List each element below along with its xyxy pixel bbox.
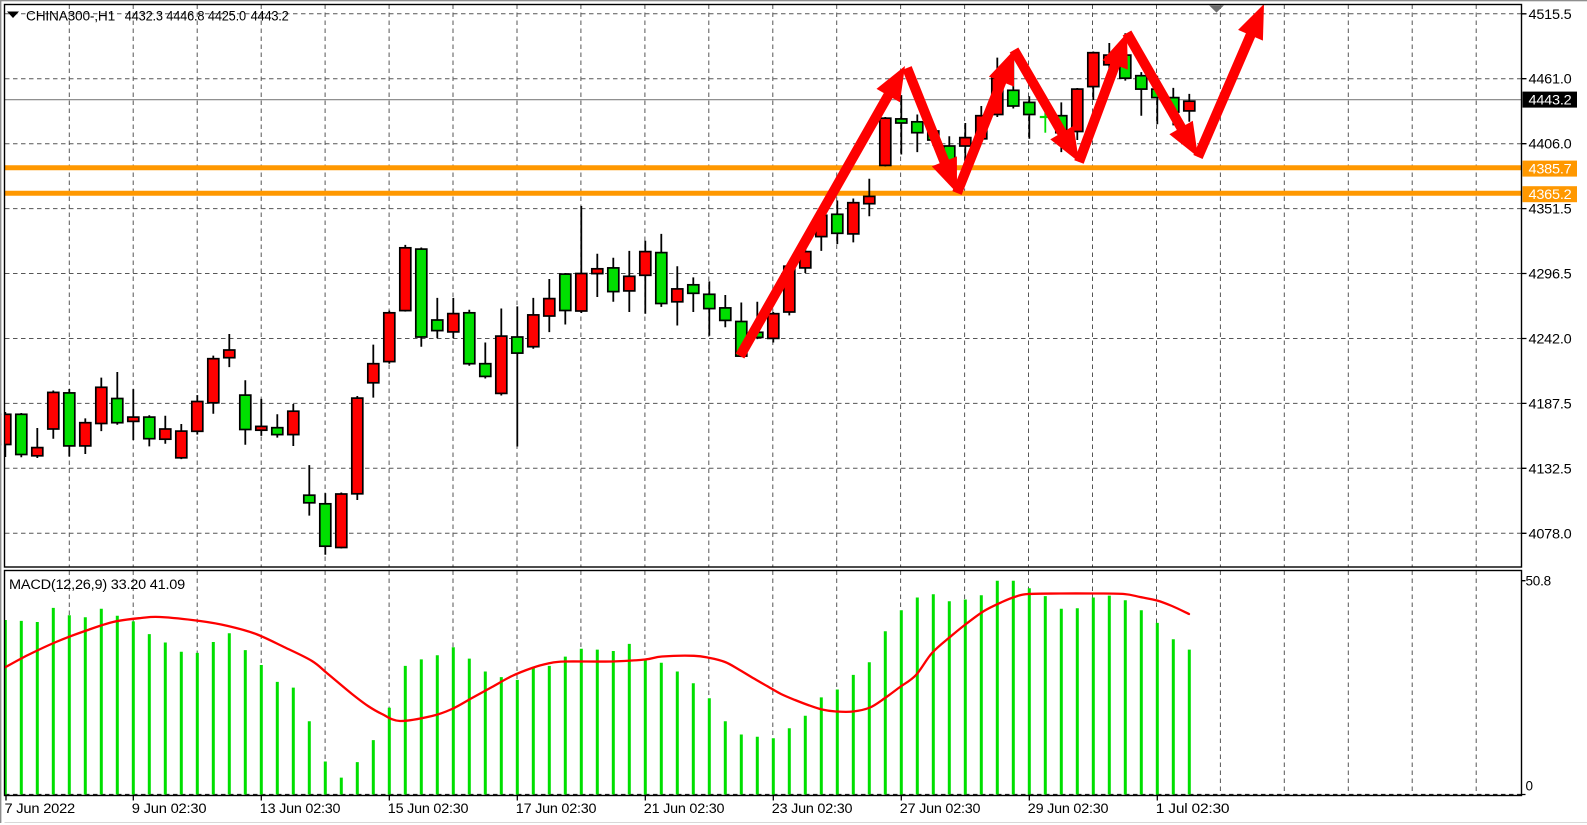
svg-text:4443.2: 4443.2	[251, 9, 289, 24]
svg-text:4515.5: 4515.5	[1529, 7, 1572, 22]
svg-text:CHINA300-,H1: CHINA300-,H1	[26, 9, 115, 24]
svg-text:4187.5: 4187.5	[1529, 396, 1572, 411]
svg-text:13 Jun 02:30: 13 Jun 02:30	[260, 801, 341, 816]
svg-text:7 Jun 2022: 7 Jun 2022	[5, 801, 76, 816]
svg-text:MACD(12,26,9) 33.20 41.09: MACD(12,26,9) 33.20 41.09	[9, 577, 185, 592]
svg-text:4132.5: 4132.5	[1529, 461, 1572, 476]
svg-text:4385.7: 4385.7	[1529, 161, 1572, 176]
svg-text:4242.0: 4242.0	[1529, 332, 1572, 347]
svg-text:9 Jun 02:30: 9 Jun 02:30	[132, 801, 207, 816]
svg-text:4425.0: 4425.0	[208, 9, 246, 24]
svg-text:23 Jun 02:30: 23 Jun 02:30	[772, 801, 853, 816]
svg-text:4446.8: 4446.8	[166, 9, 204, 24]
svg-text:50.8: 50.8	[1526, 573, 1551, 588]
svg-text:4461.0: 4461.0	[1529, 72, 1572, 87]
svg-text:4365.2: 4365.2	[1529, 187, 1572, 202]
svg-text:15 Jun 02:30: 15 Jun 02:30	[388, 801, 469, 816]
svg-text:21 Jun 02:30: 21 Jun 02:30	[644, 801, 725, 816]
svg-text:4443.2: 4443.2	[1529, 92, 1572, 107]
svg-text:0: 0	[1526, 779, 1533, 794]
svg-text:4078.0: 4078.0	[1529, 526, 1572, 541]
svg-text:1 Jul 02:30: 1 Jul 02:30	[1156, 801, 1230, 816]
svg-text:4406.0: 4406.0	[1529, 137, 1572, 152]
svg-text:17 Jun 02:30: 17 Jun 02:30	[516, 801, 597, 816]
svg-text:4432.3: 4432.3	[125, 9, 163, 24]
svg-text:29 Jun 02:30: 29 Jun 02:30	[1028, 801, 1109, 816]
svg-text:27 Jun 02:30: 27 Jun 02:30	[900, 801, 981, 816]
svg-text:4296.5: 4296.5	[1529, 267, 1572, 282]
svg-text:4351.5: 4351.5	[1529, 202, 1572, 217]
